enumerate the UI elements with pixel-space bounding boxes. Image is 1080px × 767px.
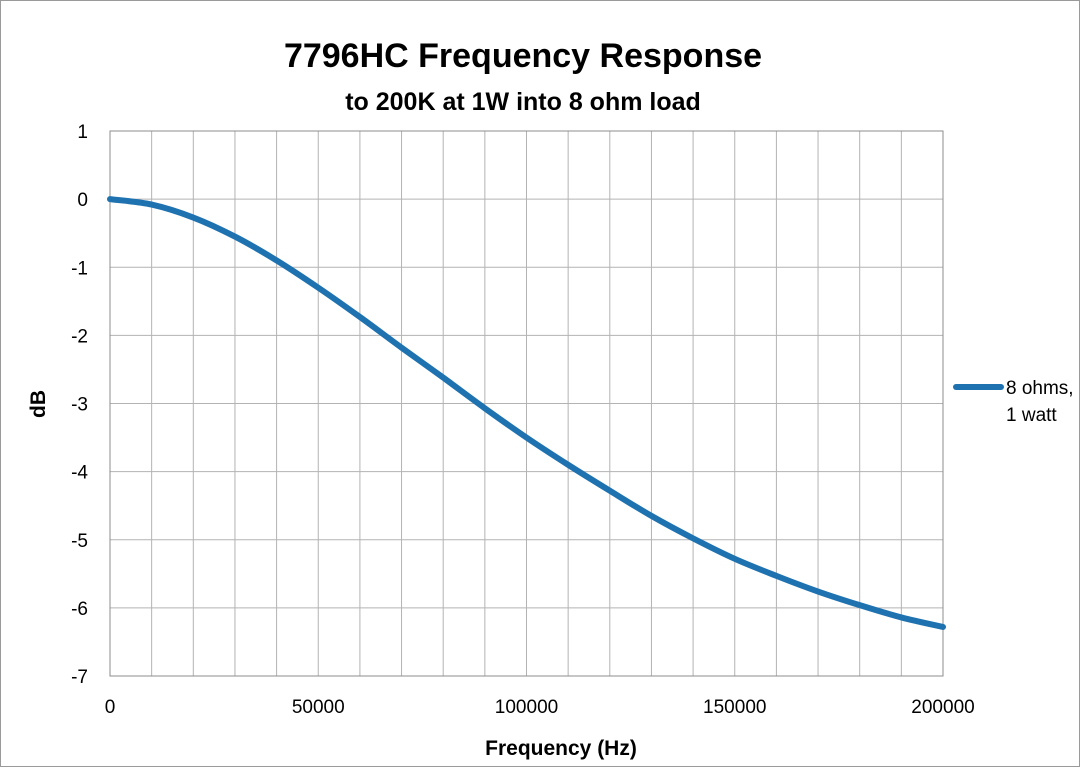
x-tick-label: 150000: [703, 697, 766, 718]
chart-subtitle: to 200K at 1W into 8 ohm load: [345, 88, 701, 116]
y-tick-label: -4: [71, 463, 88, 484]
y-tick-label: -7: [71, 667, 88, 688]
legend-label-line-1: 8 ohms,: [1006, 378, 1074, 399]
x-axis-ticks: 0 50000 100000 150000 200000: [105, 697, 975, 718]
y-axis-ticks: 1 0 -1 -2 -3 -4 -5 -6 -7: [71, 122, 88, 688]
y-tick-label: -6: [71, 599, 88, 620]
x-tick-label: 0: [105, 697, 116, 718]
grid: [109, 130, 944, 677]
y-tick-label: -1: [71, 258, 88, 279]
chart-title: 7796HC Frequency Response: [284, 37, 762, 75]
y-tick-label: 0: [77, 190, 88, 211]
plot-area-border: [109, 130, 944, 677]
series-line-8-ohms-1-watt: [107, 196, 946, 630]
legend: 8 ohms, 1 watt: [953, 378, 1074, 426]
y-tick-label: -5: [71, 531, 88, 552]
y-tick-label: -3: [71, 395, 88, 416]
x-axis-label: Frequency (Hz): [485, 737, 637, 760]
series-layer: [107, 196, 946, 630]
y-tick-label: -2: [71, 326, 88, 347]
x-tick-label: 100000: [495, 697, 558, 718]
x-tick-label: 50000: [292, 697, 345, 718]
y-axis-label: dB: [27, 390, 50, 418]
x-tick-label: 200000: [911, 697, 974, 718]
legend-label-line-2: 1 watt: [1006, 405, 1057, 426]
y-tick-label: 1: [77, 122, 88, 143]
